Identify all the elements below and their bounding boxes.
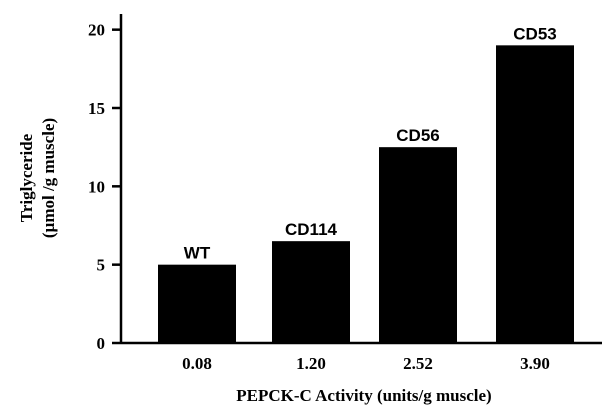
y-tick-label: 15 — [88, 99, 105, 118]
bar-2.52 — [379, 147, 457, 343]
x-tick-label: 3.90 — [520, 354, 550, 373]
bar-label-cd114: CD114 — [285, 220, 338, 239]
y-tick-label: 0 — [97, 334, 106, 353]
x-axis-ticks: 0.08 1.20 2.52 3.90 — [182, 354, 550, 373]
x-axis-title: PEPCK-C Activity (units/g muscle) — [236, 386, 491, 405]
x-tick-label: 2.52 — [403, 354, 433, 373]
y-tick-label: 5 — [97, 256, 106, 275]
bar-label-cd53: CD53 — [513, 24, 556, 43]
y-axis-title: Triglyceride (µmol /g muscle) — [17, 118, 58, 238]
x-tick-label: 0.08 — [182, 354, 212, 373]
bar-label-cd56: CD56 — [396, 126, 439, 145]
bar-1.20 — [272, 241, 350, 343]
bar-label-wt: WT — [184, 244, 211, 263]
bar-0.08 — [158, 264, 236, 343]
x-tick-label: 1.20 — [296, 354, 326, 373]
y-tick-label: 20 — [88, 21, 105, 40]
y-axis-title-line-2: (µmol /g muscle) — [39, 118, 58, 238]
y-axis-title-line-1: Triglyceride — [17, 133, 36, 222]
y-tick-label: 10 — [88, 177, 105, 196]
bars-group — [158, 45, 574, 343]
bar-labels-group: WT CD114 CD56 CD53 — [184, 24, 557, 262]
y-axis-ticks: 0 5 10 15 20 — [88, 21, 121, 353]
bar-3.90 — [496, 45, 574, 343]
